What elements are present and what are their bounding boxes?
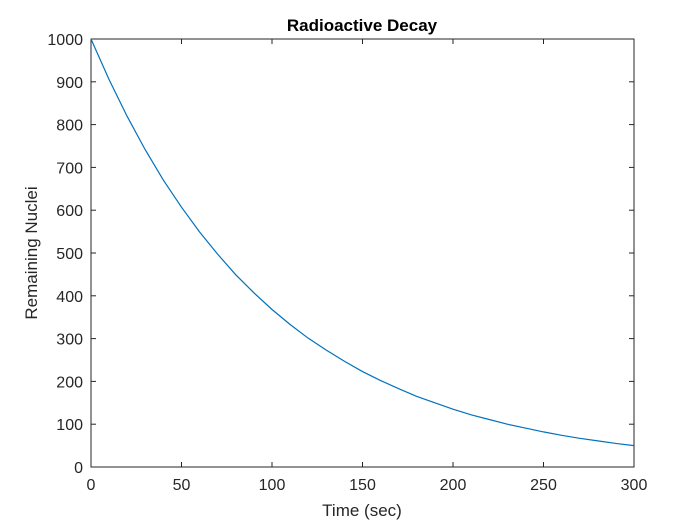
y-tick-label: 900 — [56, 75, 83, 92]
x-tick-label: 300 — [621, 477, 648, 494]
y-tick-label: 500 — [56, 246, 83, 263]
x-tick-label: 150 — [349, 477, 376, 494]
x-tick-label: 200 — [440, 477, 467, 494]
x-tick-label: 0 — [87, 477, 96, 494]
y-tick-label: 300 — [56, 332, 83, 349]
y-tick-label: 100 — [56, 417, 83, 434]
plot-area: 0 50 100 150 200 250 300 0 100 200 300 400 500 600 700… — [47, 32, 647, 494]
y-tick-label: 600 — [56, 203, 83, 220]
y-axis-label: Remaining Nuclei — [22, 186, 41, 319]
x-tick-label: 250 — [530, 477, 557, 494]
y-tick-label: 1000 — [47, 32, 83, 49]
y-tick-label: 800 — [56, 118, 83, 135]
x-tick-label: 100 — [259, 477, 286, 494]
x-tick-label: 50 — [173, 477, 191, 494]
y-tick-label: 700 — [56, 160, 83, 177]
y-tick-label: 0 — [74, 460, 83, 477]
x-axis-label: Time (sec) — [322, 501, 402, 520]
chart-title: Radioactive Decay — [287, 16, 438, 35]
series-line — [90, 38, 635, 447]
y-tick-label: 200 — [56, 374, 83, 391]
y-tick-label: 400 — [56, 289, 83, 306]
axes-box — [90, 38, 635, 468]
